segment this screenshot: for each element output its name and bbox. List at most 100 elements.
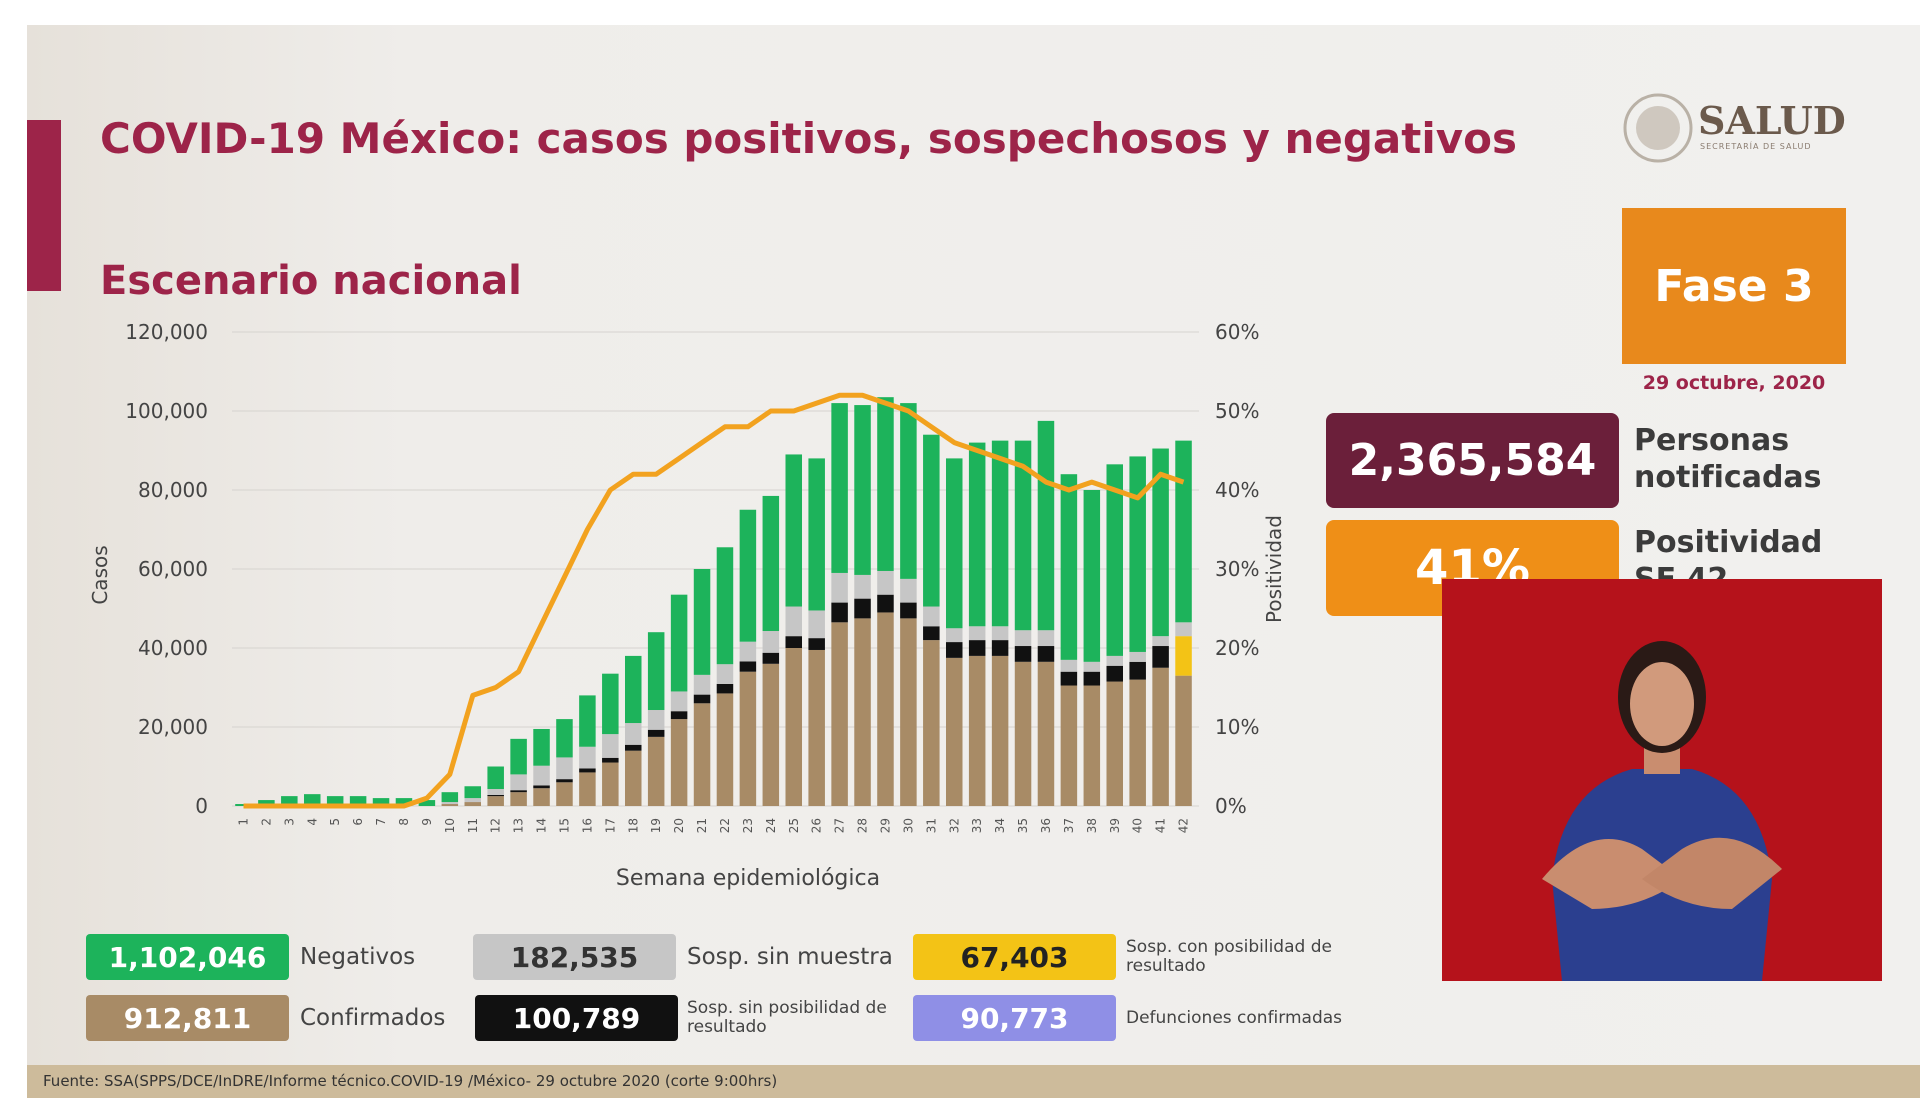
bar-segment [693, 569, 711, 675]
x-tick-label: 42 [1177, 818, 1191, 833]
logo-subtitle: SECRETARÍA DE SALUD [1700, 142, 1812, 151]
bar-segment [670, 691, 688, 712]
bar-segment [831, 602, 848, 623]
x-tick-label: 8 [397, 818, 411, 826]
bar-segment [945, 657, 963, 806]
y2-axis-label: Positividad [1262, 515, 1286, 623]
bar-segment [579, 768, 596, 773]
x-tick-label: 28 [856, 818, 870, 833]
y-tick-label: 20,000 [138, 715, 208, 739]
bar-segment [877, 594, 894, 613]
x-tick-label: 34 [993, 818, 1007, 833]
bar-segment [831, 622, 848, 806]
x-tick-label: 16 [580, 818, 594, 833]
x-tick-label: 4 [305, 818, 319, 826]
bar-segment [854, 618, 871, 806]
bar-segment [281, 796, 298, 806]
bar-segment [762, 631, 780, 653]
bar-segment [418, 800, 436, 806]
x-tick-label: 2 [259, 818, 273, 826]
bar-segment [510, 774, 527, 791]
bar-segment [464, 802, 482, 806]
x-tick-label: 21 [695, 818, 709, 833]
bar-segment [670, 594, 688, 692]
x-tick-label: 27 [833, 818, 847, 833]
bar-segment [693, 694, 711, 704]
bar-segment [945, 458, 963, 629]
bar-segment [785, 454, 803, 607]
x-tick-label: 1 [236, 818, 250, 826]
bar-segment [877, 612, 894, 806]
bar-segment [900, 403, 917, 579]
bar-segment [762, 663, 780, 806]
bar-segment [441, 792, 459, 803]
x-tick-label: 30 [901, 818, 915, 833]
bar-segment [900, 602, 917, 619]
bar-segment [647, 729, 665, 737]
bar-segment [945, 642, 963, 658]
logo-emblem [1623, 93, 1693, 163]
bar-segment [831, 403, 848, 573]
y2-tick-label: 40% [1215, 478, 1259, 502]
bar-segment [1175, 636, 1192, 676]
bar-segment [785, 648, 803, 806]
bar-segment [556, 757, 573, 780]
logo-text: SALUD [1698, 98, 1846, 143]
stat-value: 2,365,584 [1326, 413, 1619, 508]
y-tick-label: 0 [195, 794, 208, 818]
x-tick-label: 19 [649, 818, 663, 833]
bar-segment [1037, 420, 1055, 631]
subtitle: Escenario nacional [100, 258, 522, 304]
bar-segment [510, 738, 527, 775]
bar-segment [739, 509, 757, 642]
bar-segment [579, 772, 596, 806]
x-tick-label: 22 [718, 818, 732, 833]
x-tick-label: 20 [672, 818, 686, 833]
date: 29 octubre, 2020 [1642, 372, 1826, 394]
bar-segment [808, 638, 825, 650]
bar-segment [579, 695, 596, 747]
bar-segment [923, 434, 940, 607]
bar-segment [1175, 440, 1192, 623]
x-tick-label: 5 [328, 818, 342, 826]
bar-segment [877, 397, 894, 571]
bar-segment [1014, 630, 1032, 647]
y2-tick-label: 60% [1215, 320, 1259, 344]
source: Fuente: SSA(SPPS/DCE/InDRE/Informe técni… [43, 1072, 778, 1090]
bar-segment [1083, 671, 1101, 686]
bar-segment [258, 800, 275, 806]
bar-segment [510, 790, 527, 793]
x-tick-label: 7 [374, 818, 388, 826]
bar-segment [716, 664, 734, 684]
bar-segment [808, 610, 825, 639]
bar-segment [602, 673, 619, 735]
bar-segment [762, 652, 780, 664]
y2-tick-label: 30% [1215, 557, 1259, 581]
bar-segment [877, 570, 894, 595]
phase-box: Fase 3 [1622, 208, 1846, 364]
bar-segment [762, 495, 780, 632]
bar-segment [831, 572, 848, 603]
bar-segment [533, 765, 550, 786]
bar-segment [716, 547, 734, 665]
bar-segment [1060, 659, 1078, 672]
bar-segment [968, 626, 986, 641]
bar-segment [647, 736, 665, 806]
bar-segment [235, 804, 252, 806]
bar-segment [693, 703, 711, 806]
bar-segment [808, 458, 825, 611]
bar-segment [1152, 667, 1169, 806]
title: COVID-19 México: casos positivos, sospec… [100, 114, 1517, 163]
y2-tick-label: 10% [1215, 715, 1259, 739]
x-tick-label: 3 [282, 818, 296, 826]
bar-segment [1106, 681, 1124, 806]
bar-segment [1129, 456, 1146, 652]
bar-segment [624, 744, 642, 751]
bar-segment [624, 655, 642, 724]
x-tick-label: 23 [741, 818, 755, 833]
accent-bar [27, 120, 61, 291]
bar-segment [785, 606, 803, 637]
x-tick-label: 25 [787, 818, 801, 833]
bar-segment [716, 693, 734, 806]
x-tick-label: 15 [557, 818, 571, 833]
